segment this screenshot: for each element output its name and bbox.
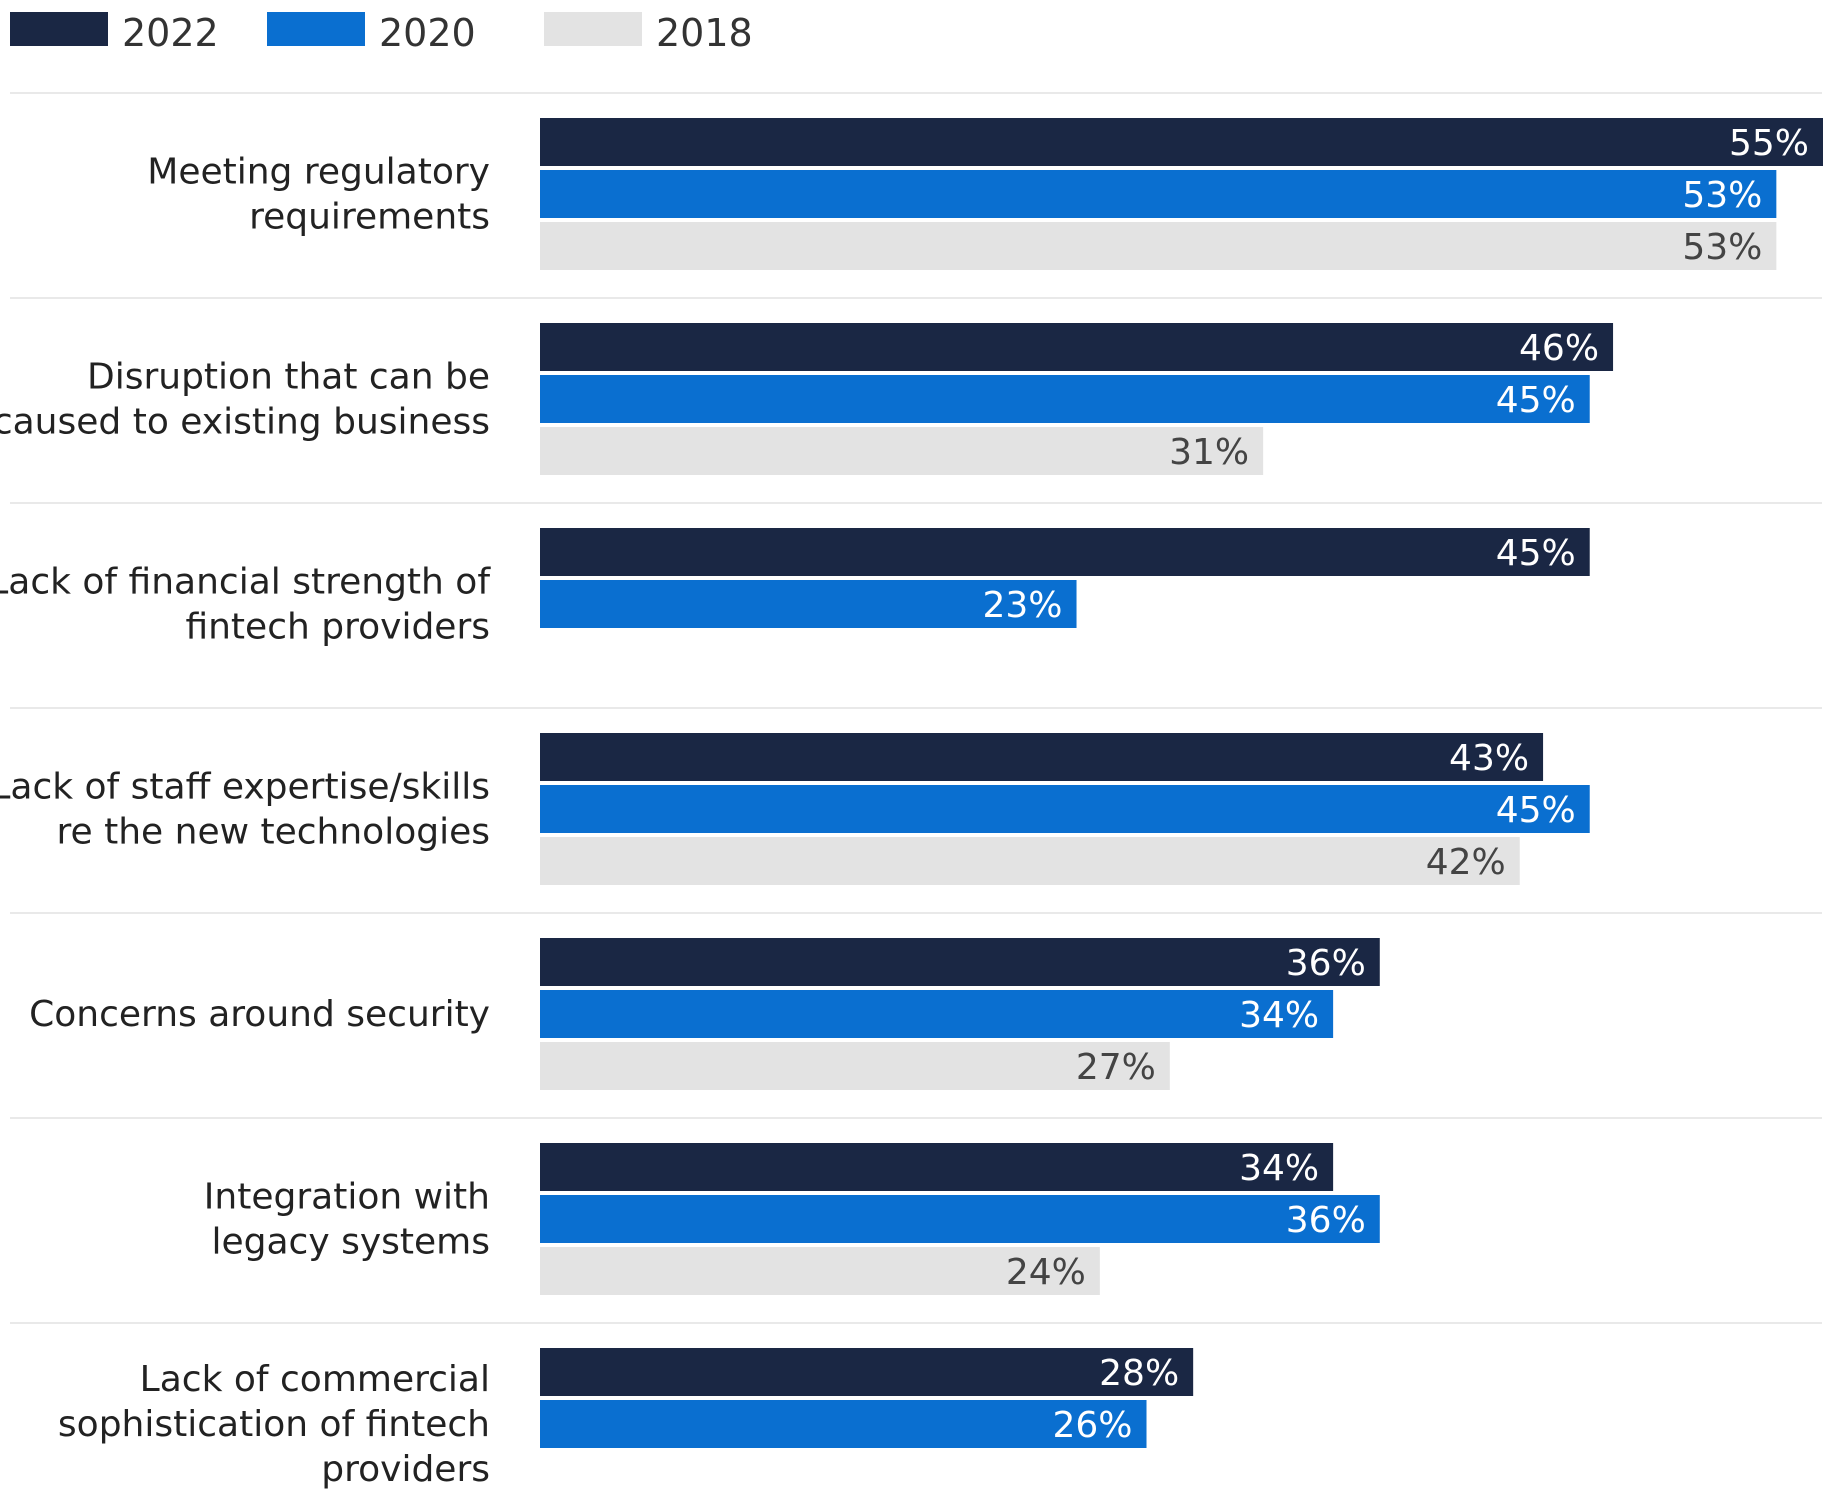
category-label: fintech providers <box>185 607 490 648</box>
data-label-2020: 26% <box>1052 1405 1132 1446</box>
bar-2022 <box>540 118 1823 166</box>
data-label-2022: 43% <box>1449 738 1529 779</box>
bar-2022 <box>540 1348 1194 1396</box>
data-label-2020: 23% <box>983 585 1063 626</box>
bar-2018 <box>540 427 1264 475</box>
bar-2020 <box>540 785 1590 833</box>
legend-swatch-2020 <box>267 12 365 46</box>
bar-2018 <box>540 1247 1100 1295</box>
data-label-2018: 27% <box>1076 1047 1156 1088</box>
category-label: Disruption that can be <box>87 357 490 398</box>
category-label: requirements <box>249 197 490 238</box>
category-label: Lack of commercial <box>140 1359 490 1400</box>
bar-2018 <box>540 1042 1170 1090</box>
bar-2020 <box>540 990 1334 1038</box>
data-label-2022: 45% <box>1496 533 1576 574</box>
category-label: Integration with <box>204 1177 490 1218</box>
data-label-2022: 46% <box>1519 328 1599 369</box>
data-label-2020: 36% <box>1286 1200 1366 1241</box>
category-label: Concerns around security <box>29 994 490 1035</box>
category-label: re the new technologies <box>57 812 490 853</box>
bar-2022 <box>540 323 1614 371</box>
bar-2022 <box>540 528 1590 576</box>
bar-2020 <box>540 1400 1147 1448</box>
data-label-2020: 34% <box>1239 995 1319 1036</box>
bar-2020 <box>540 1195 1380 1243</box>
data-label-2020: 53% <box>1682 175 1762 216</box>
data-label-2020: 45% <box>1496 380 1576 421</box>
category-label: Meeting regulatory <box>147 152 490 193</box>
data-label-2022: 34% <box>1239 1148 1319 1189</box>
bar-2020 <box>540 580 1077 628</box>
legend-label-2018: 2018 <box>656 11 753 55</box>
bar-2022 <box>540 938 1380 986</box>
data-label-2018: 31% <box>1169 432 1249 473</box>
data-label-2018: 24% <box>1006 1252 1086 1293</box>
category-label: Lack of financial strength of <box>0 562 491 603</box>
category-label: providers <box>321 1449 490 1490</box>
category-label: legacy systems <box>211 1222 490 1263</box>
category-label: sophistication of fintech <box>58 1404 490 1445</box>
bar-2020 <box>540 170 1777 218</box>
legend-label-2022: 2022 <box>122 11 219 55</box>
bar-2020 <box>540 375 1590 423</box>
legend-swatch-2018 <box>544 12 642 46</box>
legend-swatch-2022 <box>10 12 108 46</box>
category-label: caused to existing business <box>0 402 490 443</box>
data-label-2022: 36% <box>1286 943 1366 984</box>
data-label-2022: 28% <box>1099 1353 1179 1394</box>
data-label-2018: 53% <box>1682 227 1762 268</box>
data-label-2018: 42% <box>1426 842 1506 883</box>
bar-2018 <box>540 837 1520 885</box>
bar-2022 <box>540 733 1544 781</box>
category-label: Lack of staff expertise/skills <box>0 767 490 808</box>
data-label-2022: 55% <box>1729 123 1809 164</box>
bar-2018 <box>540 222 1777 270</box>
legend-label-2020: 2020 <box>379 11 476 55</box>
data-label-2020: 45% <box>1496 790 1576 831</box>
bar-2022 <box>540 1143 1334 1191</box>
